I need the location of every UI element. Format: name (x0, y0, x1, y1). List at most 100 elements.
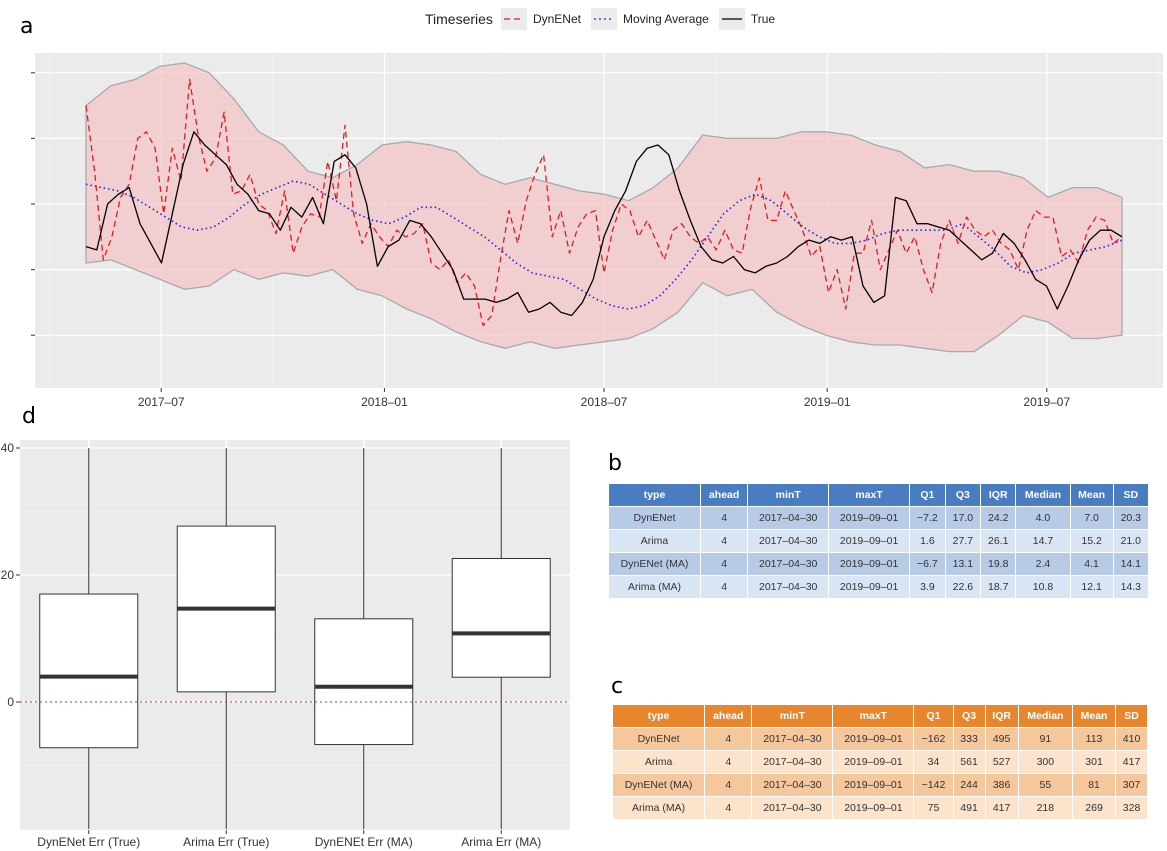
table-b-cell: 2017–04–30 (747, 575, 830, 599)
table-b-cell: DynENet (607, 506, 702, 530)
table-b-header-cell: IQR (980, 483, 1017, 507)
panel-label-c: c (611, 674, 624, 699)
table-c-row: Arima 4 2017–04–30 2019–09–01 34 561 527 300 301… (611, 750, 1148, 774)
table-b-row: Arima (MA) 4 2017–04–30 2019–09–01 3.9 22.6 18… (607, 575, 1150, 599)
legend-label-dynenet: DynENet (532, 12, 581, 26)
table-c-cell: 410 (1115, 727, 1148, 751)
table-c-cell: 2019–09–01 (832, 796, 915, 820)
table-c-header-row: type ahead minT maxT Q1 Q3 IQR Median Mean SD (611, 704, 1148, 728)
table-b-header-row: type ahead minT maxT Q1 Q3 IQR Median Mean SD (607, 483, 1150, 507)
table-c-header-cell: minT (751, 704, 834, 728)
table-c-header-cell: IQR (984, 704, 1019, 728)
table-c-cell: 4 (704, 727, 753, 751)
table-b-cell: 7.0 (1069, 506, 1114, 530)
table-b-cell: 26.1 (980, 529, 1017, 553)
table-b-cell: 1.6 (909, 529, 946, 553)
table-b-row: DynENet 4 2017–04–30 2019–09–01 −7.2 17.0 24.2… (607, 506, 1150, 530)
table-c-cell: 81 (1071, 773, 1117, 797)
x-tick-label: 2018–01 (361, 395, 408, 409)
x-tick-label: 2019–07 (1023, 395, 1070, 409)
table-b-cell: 22.6 (944, 575, 982, 599)
table-b-header-cell: minT (747, 483, 830, 507)
y-tick-label: 0 (7, 695, 14, 709)
table-b-cell: 27.7 (944, 529, 982, 553)
table-c-cell: 495 (984, 727, 1019, 751)
table-c-cell: 2017–04–30 (751, 796, 834, 820)
table-b-cell: 4.1 (1069, 552, 1114, 576)
table-b-header-cell: Median (1015, 483, 1071, 507)
table-c-cell: 300 (1017, 750, 1074, 774)
table-c-header-cell: Q1 (913, 704, 954, 728)
table-b-header-cell: Q1 (909, 483, 946, 507)
series-line-dynenet (85, 78, 1123, 327)
table-c-cell: 417 (1115, 750, 1148, 774)
table-c-cell: 417 (984, 796, 1019, 820)
series-line-true (85, 131, 1123, 317)
table-b-cell: 14.1 (1112, 552, 1150, 576)
table-c-cell: DynENet (MA) (611, 773, 706, 797)
table-c-cell: 307 (1115, 773, 1148, 797)
legend-title: Timeseries (425, 11, 493, 27)
table-b-cell: 14.3 (1112, 575, 1150, 599)
table-c-cell: 2017–04–30 (751, 750, 834, 774)
table-b-header-cell: maxT (828, 483, 911, 507)
legend-key-true (718, 8, 745, 30)
table-b-cell: 2017–04–30 (747, 529, 830, 553)
x-tick-label: 2018–07 (581, 395, 628, 409)
x-tick-label: 2017–07 (138, 395, 185, 409)
table-c-header-cell: type (611, 704, 706, 728)
table-c-cell: 4 (704, 773, 753, 797)
table-c-cell: 2019–09–01 (832, 750, 915, 774)
x-tick-label: 2019–01 (804, 395, 851, 409)
y-tick-label: 20 (1, 568, 15, 582)
table-b-cell: 4 (700, 552, 749, 576)
table-b-cell: 2017–04–30 (747, 506, 830, 530)
table-b-cell: 2019–09–01 (828, 506, 911, 530)
table-b-cell: −6.7 (909, 552, 946, 576)
table-c-cell: 328 (1115, 796, 1148, 820)
x-tick-label: DynENet Err (True) (37, 835, 140, 849)
table-c-cell: 75 (913, 796, 954, 820)
table-c-cell: 527 (984, 750, 1019, 774)
panel-label-b: b (608, 451, 622, 476)
table-c-cell: 2019–09–01 (832, 773, 915, 797)
table-b-header-cell: ahead (700, 483, 749, 507)
table-b-cell: Arima (607, 529, 702, 553)
table-b-header-cell: Mean (1069, 483, 1114, 507)
table-c-cell: 4 (704, 796, 753, 820)
x-tick-label: DynENEt Err (MA) (315, 835, 413, 849)
x-tick-label: Arima Err (MA) (461, 835, 541, 849)
box (39, 593, 139, 749)
legend-label-true: True (750, 12, 776, 26)
table-b-cell: 2.4 (1015, 552, 1071, 576)
table-b-cell: 15.2 (1069, 529, 1114, 553)
table-b-cell: 14.7 (1015, 529, 1071, 553)
legend: Timeseries DynENet Moving Average True (425, 8, 785, 30)
table-c-cell: 333 (952, 727, 986, 751)
table-b-cell: 2019–09–01 (828, 552, 911, 576)
table-c-header-cell: SD (1115, 704, 1148, 728)
table-c-cell: 2017–04–30 (751, 727, 834, 751)
table-c-cell: 34 (913, 750, 954, 774)
table-c-header-cell: ahead (704, 704, 753, 728)
error-boxplot-chart: 0 20 40 DynENet Err (True) Arima Err (True) D… (1, 440, 570, 849)
table-c-row: DynENet 4 2017–04–30 2019–09–01 −162 333 495 91… (611, 727, 1148, 751)
table-b-cell: 4 (700, 506, 749, 530)
table-c-cell: 561 (952, 750, 986, 774)
table-c-cell: 386 (984, 773, 1019, 797)
table-b-cell: 24.2 (980, 506, 1017, 530)
table-b-cell: 19.8 (980, 552, 1017, 576)
table-b-cell: Arima (MA) (607, 575, 702, 599)
table-b-cell: 3.9 (909, 575, 946, 599)
table-b-cell: 12.1 (1069, 575, 1114, 599)
table-b-cell: 4.0 (1015, 506, 1071, 530)
table-c-cell: −142 (913, 773, 954, 797)
table-c-cell: 218 (1017, 796, 1074, 820)
x-tick-label: Arima Err (True) (183, 835, 269, 849)
table-b-header-cell: Q3 (944, 483, 982, 507)
table-c-row: Arima (MA) 4 2017–04–30 2019–09–01 75 491 417 2… (611, 796, 1148, 820)
table-c-cell: 491 (952, 796, 986, 820)
table-b-cell: 13.1 (944, 552, 982, 576)
stats-table-b: type ahead minT maxT Q1 Q3 IQR Median Mean SD Dyn… (607, 483, 1150, 599)
stats-table-c: type ahead minT maxT Q1 Q3 IQR Median Mean SD Dyn… (611, 704, 1148, 820)
